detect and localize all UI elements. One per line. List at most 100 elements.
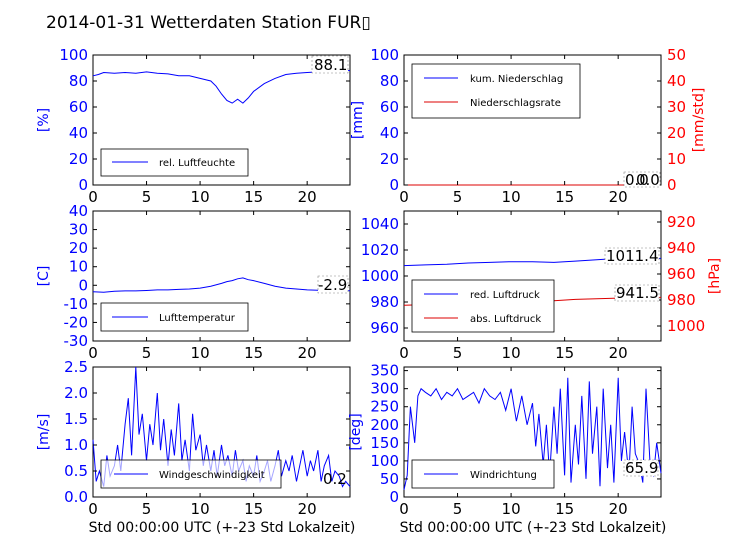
- temperature-ytick-label-0: -30: [64, 332, 89, 350]
- precipitation-legend-label-1: kum. Niederschlag: [470, 74, 563, 85]
- wind-speed-legend-label: Windgeschwindigkeit: [159, 470, 265, 481]
- wind_speed-xtick-label-2: 10: [191, 500, 210, 518]
- humidity-legend-label: rel. Luftfeuchte: [159, 158, 235, 169]
- pressure-xtick-label-1: 5: [453, 344, 463, 362]
- pressure-xtick-label-2: 10: [502, 344, 521, 362]
- pressure-xtick-label-4: 20: [609, 344, 628, 362]
- wind-direction-xlabel: Std 00:00:00 UTC (+-23 Std Lokalzeit): [400, 520, 667, 536]
- pressure-legend-label-1: red. Luftdruck: [470, 290, 540, 301]
- precipitation-legend-label-2: Niederschlagsrate: [470, 98, 561, 109]
- pressure-panel: 0 5 10 15 20 960 980 1000 1020 1040 920 940 960 980 10…: [361, 210, 723, 362]
- pressure-ytick-label-3: 1020: [361, 241, 399, 259]
- precipitation-last-value-box: [623, 171, 661, 188]
- wind_direction-ytick-label-4: 200: [370, 416, 399, 434]
- precipitation-ytick-label-1: 20: [380, 150, 399, 168]
- wind-speed-plot-area: 0 5 10 15 20 0.0 0.5 1.0 1.5 2.0 2.5: [64, 358, 351, 518]
- humidity-ytick-label-2: 40: [69, 124, 88, 142]
- wind_speed-xtick-label-0: 0: [88, 500, 98, 518]
- pressure-y2tick-label-3: 980: [667, 291, 696, 309]
- temperature-xtick-label-0: 0: [88, 344, 98, 362]
- temperature-series-line-0: [92, 277, 351, 293]
- wind_speed-xtick-label-3: 15: [244, 500, 263, 518]
- precipitation-xtick-label-3: 15: [555, 188, 574, 206]
- precipitation-y2tick-label-2: 20: [667, 124, 686, 142]
- pressure-y2tick-label-0: 920: [667, 213, 696, 231]
- temperature-ytick-label-3: 0: [78, 276, 88, 294]
- temperature-ytick-label-4: 10: [69, 258, 88, 276]
- wind_direction-ytick-label-5: 250: [370, 398, 399, 416]
- precipitation-ytick-label-0: 0: [389, 176, 399, 194]
- wind_speed-ytick-label-4: 2.0: [64, 384, 88, 402]
- wind-direction-last-value: 65.9: [625, 459, 658, 477]
- wind-speed-panel: 0 5 10 15 20 0.0 0.5 1.0 1.5 2.0 2.5 [m/s] Windges…: [36, 358, 355, 536]
- precipitation-y2tick-label-4: 40: [667, 72, 686, 90]
- temperature-xtick-label-3: 15: [244, 344, 263, 362]
- precipitation-ylabel: [mm]: [350, 101, 366, 139]
- wind_direction-ytick-label-1: 50: [380, 470, 399, 488]
- precipitation-xtick-label-2: 10: [502, 188, 521, 206]
- pressure-last-value-2: 941.5: [616, 284, 659, 302]
- precipitation-panel: 0 5 10 15 20 0 20 40 60 80 100 0 10 20 30 40 50 [mm] [mm…: [350, 46, 707, 206]
- precipitation-legend-box: [411, 63, 581, 119]
- humidity-ylabel: [%]: [36, 108, 52, 132]
- wind_direction-xtick-label-3: 15: [555, 500, 574, 518]
- temperature-xtick-label-2: 10: [191, 344, 210, 362]
- wind_direction-ytick-label-0: 0: [389, 488, 399, 506]
- wind_direction-ytick-label-7: 350: [370, 362, 399, 380]
- pressure-y2label: [hPa]: [707, 258, 723, 294]
- precipitation-ytick-label-3: 60: [380, 98, 399, 116]
- pressure-xtick-label-0: 0: [399, 344, 409, 362]
- precipitation-y2tick-label-0: 0: [667, 176, 677, 194]
- precipitation-xtick-label-1: 5: [453, 188, 463, 206]
- pressure-legend-label-2: abs. Luftdruck: [470, 314, 541, 325]
- pressure-ytick-label-0: 960: [370, 319, 399, 337]
- wind_speed-ytick-label-3: 1.5: [64, 410, 88, 428]
- pressure-y2tick-label-2: 960: [667, 265, 696, 283]
- humidity-xtick-label-0: 0: [88, 188, 98, 206]
- figure-title: 2014-01-31 Wetterdaten Station FUR▯: [46, 13, 371, 33]
- wind_direction-ytick-label-3: 150: [370, 434, 399, 452]
- pressure-last-value: 1011.4: [606, 247, 659, 265]
- wind-speed-ylabel: [m/s]: [36, 414, 52, 451]
- wind_speed-ytick-label-0: 0.0: [64, 488, 88, 506]
- humidity-ytick-label-3: 60: [69, 98, 88, 116]
- temperature-legend-label: Lufttemperatur: [159, 313, 236, 324]
- precipitation-y2tick-label-5: 50: [667, 46, 686, 64]
- pressure-ytick-label-2: 1000: [361, 267, 399, 285]
- temperature-ytick-label-5: 20: [69, 239, 88, 257]
- humidity-ytick-label-1: 20: [69, 150, 88, 168]
- wind_direction-xtick-label-1: 5: [453, 500, 463, 518]
- precipitation-last-value-2: 0.0: [636, 171, 660, 189]
- pressure-last-value-box: [604, 247, 660, 265]
- wind_speed-ytick-label-2: 1.0: [64, 436, 88, 454]
- temperature-ytick-label-1: -20: [64, 313, 89, 331]
- wind_speed-ytick-label-1: 0.5: [64, 462, 88, 480]
- humidity-xtick-label-2: 10: [191, 188, 210, 206]
- wind_direction-ytick-label-2: 100: [370, 452, 399, 470]
- temperature-last-value: -2.9: [318, 276, 347, 294]
- humidity-plot-area: 0 5 10 15 20 0 20 40 60 80 100: [59, 46, 351, 206]
- humidity-panel: 0 5 10 15 20 0 20 40 60 80 100 [%] rel. Luftfeucht…: [36, 46, 351, 206]
- humidity-last-value-box: [311, 55, 349, 74]
- pressure-ytick-label-1: 980: [370, 293, 399, 311]
- humidity-ytick-label-0: 0: [78, 176, 88, 194]
- precipitation-xtick-label-4: 20: [609, 188, 628, 206]
- wind_speed-series-line-0: [92, 366, 351, 488]
- pressure-y2tick-label-1: 940: [667, 239, 696, 257]
- precipitation-ytick-label-5: 100: [370, 46, 399, 64]
- temperature-last-value-box: [317, 275, 349, 294]
- wind_speed-xtick-label-4: 20: [298, 500, 317, 518]
- humidity-xtick-label-1: 5: [142, 188, 152, 206]
- temperature-ytick-label-7: 40: [69, 202, 88, 220]
- precipitation-ytick-label-4: 80: [380, 72, 399, 90]
- temperature-xtick-label-4: 20: [298, 344, 317, 362]
- humidity-ytick-label-5: 100: [59, 46, 88, 64]
- pressure-xtick-label-3: 15: [555, 344, 574, 362]
- humidity-series-line-0: [92, 70, 351, 104]
- wind_speed-ytick-label-5: 2.5: [64, 358, 88, 376]
